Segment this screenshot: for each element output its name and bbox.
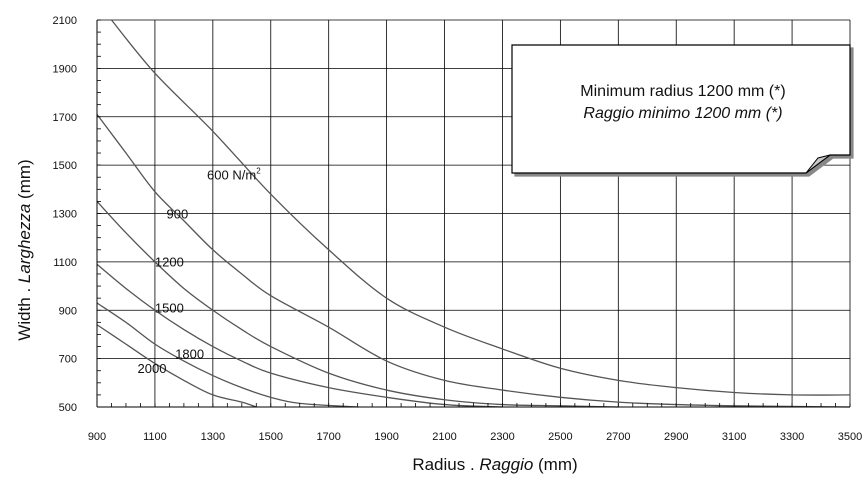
x-tick-label: 2300 — [490, 431, 514, 443]
y-tick-label: 1900 — [53, 63, 77, 75]
note-line-1: Minimum radius 1200 mm (*) — [580, 83, 785, 100]
y-tick-label: 1100 — [53, 257, 77, 269]
x-tick-label: 3100 — [722, 431, 746, 443]
y-tick-label: 900 — [59, 305, 77, 317]
y-tick-label: 1700 — [53, 112, 77, 124]
series-label-superscript: 2 — [256, 167, 261, 176]
y-tick-label: 700 — [59, 354, 77, 366]
curve-labels: 600 N/m2 900 1200 1500 1800 2000 — [138, 167, 262, 377]
y-tick-label: 1500 — [53, 160, 77, 172]
x-axis-title-main: Radius . — [412, 455, 479, 474]
y-axis-title: Width . Larghezza (mm) — [15, 159, 34, 340]
y-axis-title-main: Width . — [15, 283, 34, 341]
x-tick-label: 1900 — [374, 431, 398, 443]
x-tick-label: 900 — [88, 431, 106, 443]
x-tick-label: 2900 — [664, 431, 688, 443]
curves — [96, 19, 851, 408]
x-tick-label: 1700 — [316, 431, 340, 443]
x-tick-label: 3300 — [780, 431, 804, 443]
x-tick-label: 2100 — [432, 431, 456, 443]
axes — [96, 19, 851, 408]
x-tick-label: 3500 — [838, 431, 862, 443]
series-label-2000: 2000 — [138, 361, 167, 376]
series-line-900 — [96, 113, 851, 408]
tick-labels: 900 1100 1300 1500 1700 1900 2100 2300 2500 2700 2… — [53, 15, 863, 443]
x-axis-title: Radius . Raggio (mm) — [412, 455, 577, 474]
x-tick-label: 1300 — [201, 431, 225, 443]
series-label-1800: 1800 — [175, 347, 204, 362]
x-axis-title-italic: Raggio — [479, 455, 533, 474]
note-line-2: Raggio minimo 1200 mm (*) — [583, 105, 782, 122]
y-axis-title-unit: (mm) — [15, 159, 34, 203]
y-tick-label: 500 — [59, 402, 77, 414]
y-axis-title-italic: Larghezza — [15, 204, 34, 283]
x-tick-label: 2500 — [548, 431, 572, 443]
series-label-1500: 1500 — [155, 301, 184, 316]
note-fold — [805, 154, 831, 174]
series-label-1200: 1200 — [155, 255, 184, 270]
note-callout: Minimum radius 1200 mm (*) Raggio minimo… — [511, 44, 851, 174]
series-line-600nm — [110, 19, 851, 396]
x-tick-label: 1500 — [259, 431, 283, 443]
x-tick-label: 1100 — [143, 431, 167, 443]
x-tick-label: 2700 — [606, 431, 630, 443]
y-tick-label: 1300 — [53, 209, 77, 221]
x-axis-title-unit: (mm) — [533, 455, 577, 474]
series-line-1800 — [96, 302, 358, 408]
y-tick-label: 2100 — [53, 15, 77, 27]
series-label-900: 900 — [167, 206, 189, 221]
series-line-1500 — [96, 263, 503, 408]
series-label-600nm: 600 N/m2 — [207, 167, 261, 183]
series-line-2000 — [96, 324, 257, 408]
